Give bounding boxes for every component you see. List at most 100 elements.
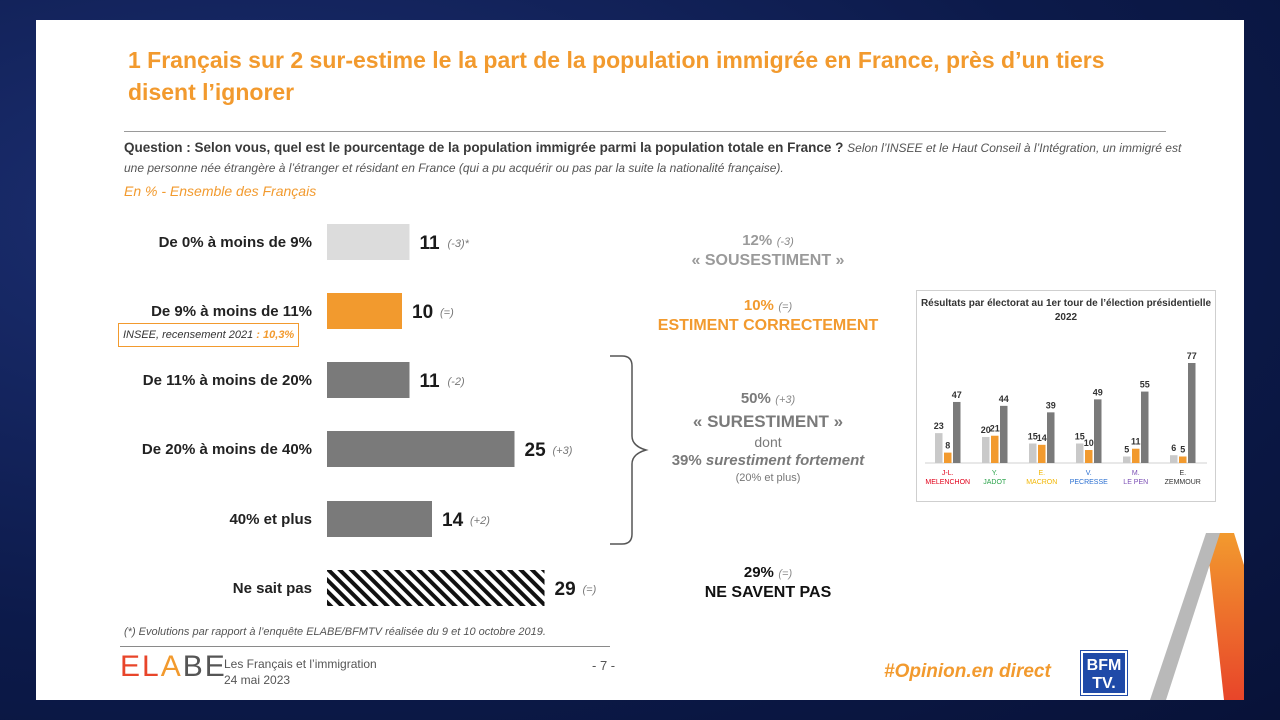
inset-candidate-first: E. <box>1038 470 1045 477</box>
summary-under-chg: (-3) <box>776 236 794 248</box>
summary-over: 50% (+3) « SURESTIMENT » dont 39% surest… <box>638 390 898 484</box>
inset-bar <box>1000 405 1008 463</box>
inset-value-label: 10 <box>1084 438 1094 448</box>
slide-title: 1 Français sur 2 sur-estime le la part d… <box>128 47 1105 105</box>
bfm-line1: BFM <box>1086 657 1122 674</box>
surestiment-bracket <box>610 355 649 545</box>
inset-value-label: 49 <box>1093 387 1103 397</box>
bar <box>327 570 545 606</box>
summary-over-strong-pct: 39% <box>671 452 702 469</box>
inset-bar <box>1094 399 1102 463</box>
inset-value-label: 47 <box>952 390 962 400</box>
summary-dk: 29% (=) NE SAVENT PAS <box>638 564 898 602</box>
inset-value-label: 14 <box>1037 433 1047 443</box>
inset-bar <box>1029 443 1037 463</box>
inset-value-label: 21 <box>990 424 1000 434</box>
summary-over-strong-label: surestiment fortement <box>705 452 865 469</box>
question-text: Question : Selon vous, quel est le pourc… <box>124 138 1184 178</box>
inset-candidate-first: V. <box>1086 470 1092 477</box>
inset-value-label: 44 <box>999 394 1009 404</box>
category-label: De 0% à moins de 9% <box>159 234 312 251</box>
bfm-line2: TV. <box>1092 675 1116 692</box>
title-rule <box>124 131 1166 132</box>
category-label: De 9% à moins de 11% <box>151 303 312 320</box>
insee-note-text: INSEE, recensement 2021 <box>123 329 254 341</box>
summary-dk-chg: (=) <box>778 568 793 580</box>
inset-candidate-last: PECRESSE <box>1070 479 1108 486</box>
category-label: 40% et plus <box>229 511 312 528</box>
inset-candidate-last: LE PEN <box>1123 479 1148 486</box>
inset-bar <box>1047 412 1055 463</box>
inset-candidate-last: JADOT <box>983 479 1007 486</box>
inset-value-label: 15 <box>1028 432 1038 442</box>
summary-dk-label: NE SAVENT PAS <box>704 584 832 601</box>
bar-change-label: (=) <box>583 584 597 596</box>
footnote: (*) Evolutions par rapport à l’enquête E… <box>124 626 546 638</box>
inset-value-label: 5 <box>1180 445 1185 455</box>
bar <box>327 362 410 398</box>
unit-label: En % - Ensemble des Français <box>124 183 317 199</box>
inset-bar <box>1085 450 1093 463</box>
question-note: Selon l’INSEE et le Haut Conseil à l’Int… <box>124 141 1182 175</box>
summary-dk-pct: 29% <box>743 564 774 581</box>
question-lead: Question : Selon vous, quel est le pourc… <box>124 140 844 155</box>
bar-value-label: 14 <box>442 510 464 531</box>
study-date: 24 mai 2023 <box>224 673 291 687</box>
page-number: - 7 - <box>592 658 616 673</box>
main-bar-chart: De 0% à moins de 9% 11 (-3)* De 9% à moins … <box>142 224 597 606</box>
inset-candidate-first: J-L. <box>942 470 954 477</box>
study-info: Les Français et l’immigration 24 mai 202… <box>224 656 377 688</box>
inset-value-label: 55 <box>1140 380 1150 390</box>
bar-change-label: (-2) <box>448 376 465 388</box>
category-label: Ne sait pas <box>233 580 312 597</box>
summary-under: 12% (-3) « SOUSESTIMENT » <box>638 232 898 270</box>
elabe-a-mark <box>1150 533 1244 700</box>
bar-value-label: 25 <box>525 440 547 461</box>
inset-value-label: 39 <box>1046 400 1056 410</box>
bar-change-label: (+2) <box>470 515 490 527</box>
bar-value-label: 29 <box>555 579 576 600</box>
bar <box>327 293 402 329</box>
inset-candidate-last: MELENCHON <box>925 479 970 486</box>
a-mark-left <box>1150 533 1220 700</box>
inset-value-label: 23 <box>934 421 944 431</box>
inset-bar <box>1132 448 1140 463</box>
hashtag: #Opinion.en direct <box>884 661 1051 682</box>
inset-bar <box>1170 455 1178 463</box>
bar-value-label: 10 <box>412 302 433 323</box>
inset-bar <box>944 452 952 463</box>
summary-over-dont: dont <box>754 434 782 450</box>
inset-bar <box>1076 443 1084 463</box>
summary-under-label: « SOUSESTIMENT » <box>691 252 845 269</box>
bar-value-label: 11 <box>420 233 441 254</box>
summary-over-label: « SURESTIMENT » <box>692 412 844 431</box>
inset-candidate-first: M. <box>1132 470 1140 477</box>
category-label: De 20% à moins de 40% <box>142 441 312 458</box>
inset-value-label: 11 <box>1131 437 1141 447</box>
bfmtv-logo: BFM TV. <box>1080 650 1128 696</box>
bar-change-label: (-3)* <box>448 238 470 250</box>
summary-correct-pct: 10% <box>743 297 774 314</box>
summary-over-sub: (20% et plus) <box>735 472 801 484</box>
inset-value-label: 5 <box>1124 445 1129 455</box>
inset-bar <box>935 433 943 463</box>
study-title: Les Français et l’immigration <box>224 657 377 671</box>
summary-under-pct: 12% <box>742 232 773 249</box>
inset-bar <box>982 437 990 463</box>
inset-bar <box>1038 444 1046 463</box>
summary-over-pct: 50% <box>740 390 771 407</box>
insee-note-value: : 10,3% <box>253 329 295 341</box>
inset-bar <box>1179 456 1187 463</box>
inset-value-label: 77 <box>1187 351 1197 361</box>
inset-bar <box>1188 363 1196 463</box>
electorate-chart-title: Résultats par électorat au 1er tour de l… <box>920 298 1212 323</box>
bar-change-label: (+3) <box>553 445 573 457</box>
inset-value-label: 6 <box>1171 443 1176 453</box>
inset-candidate-last: ZEMMOUR <box>1165 479 1201 486</box>
inset-candidate-last: MACRON <box>1026 479 1057 486</box>
inset-bar <box>953 401 961 463</box>
summary-over-chg: (+3) <box>775 394 796 406</box>
inset-value-label: 20 <box>981 425 991 435</box>
inset-bar <box>1123 456 1131 463</box>
inset-value-label: 15 <box>1075 432 1085 442</box>
